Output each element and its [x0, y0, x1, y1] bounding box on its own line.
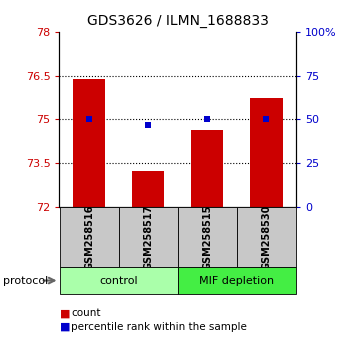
Text: percentile rank within the sample: percentile rank within the sample: [71, 322, 247, 332]
Bar: [59, 207, 119, 267]
Bar: [177, 207, 237, 267]
Text: GSM258515: GSM258515: [202, 205, 212, 270]
Point: [146, 122, 151, 127]
Text: ■: ■: [59, 322, 70, 332]
Text: ■: ■: [59, 308, 70, 318]
Point: [204, 116, 210, 122]
Bar: [237, 207, 296, 267]
Text: protocol: protocol: [3, 275, 49, 286]
Bar: [132, 171, 164, 207]
Text: GSM258517: GSM258517: [143, 205, 153, 270]
Bar: [73, 79, 105, 207]
Bar: [250, 98, 283, 207]
Text: control: control: [99, 275, 138, 286]
Text: count: count: [71, 308, 101, 318]
Point: [86, 116, 92, 122]
Bar: [191, 130, 223, 207]
Text: MIF depletion: MIF depletion: [199, 275, 274, 286]
Bar: [59, 267, 177, 294]
Point: [264, 116, 269, 122]
Bar: [119, 207, 177, 267]
Text: GSM258530: GSM258530: [261, 205, 271, 270]
Text: GSM258516: GSM258516: [84, 205, 94, 270]
Bar: [177, 267, 296, 294]
Title: GDS3626 / ILMN_1688833: GDS3626 / ILMN_1688833: [87, 14, 269, 28]
